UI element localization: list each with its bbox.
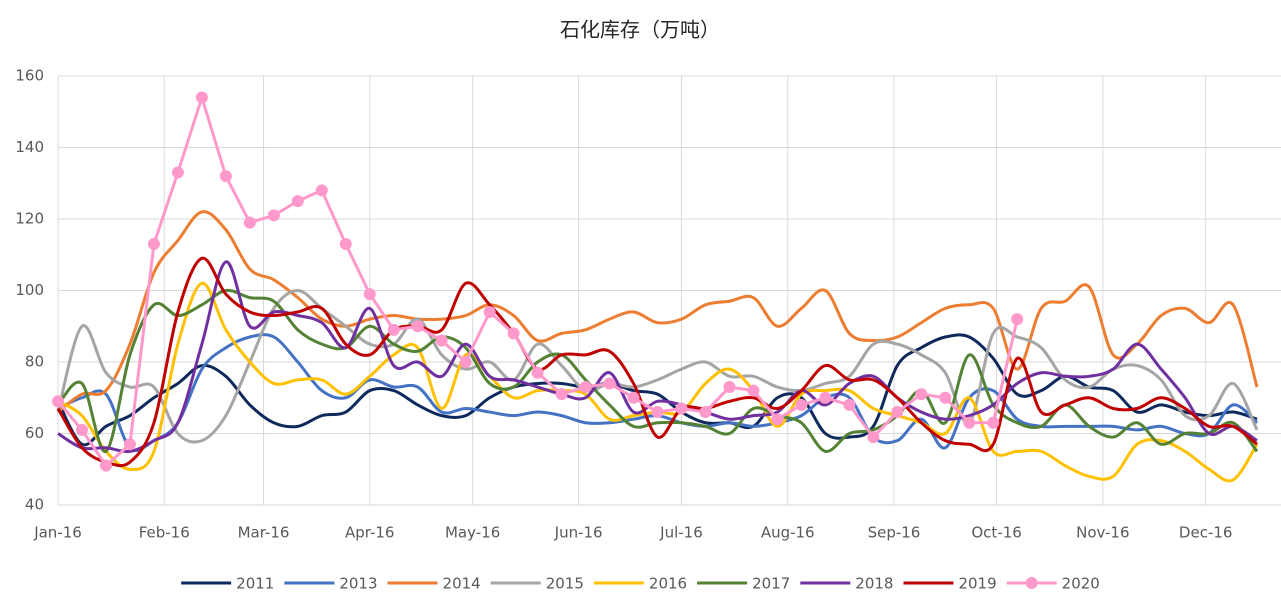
point-marker	[555, 388, 568, 401]
x-tick-label: Apr-16	[345, 524, 395, 542]
series-line	[56, 289, 1259, 444]
y-tick-label: 40	[25, 496, 44, 514]
series-line	[57, 260, 1258, 454]
point-marker	[891, 406, 904, 419]
point-marker	[123, 438, 136, 451]
point-marker	[243, 216, 256, 229]
point-marker	[651, 406, 664, 419]
legend-item: 2014	[387, 575, 481, 593]
legend-label: 2015	[546, 575, 584, 593]
point-marker	[819, 391, 832, 404]
point-marker	[507, 327, 520, 340]
y-tick-label: 80	[25, 353, 44, 371]
series-line	[57, 210, 1259, 414]
point-marker	[195, 91, 208, 104]
point-marker	[267, 209, 280, 222]
y-tick-label: 120	[15, 210, 44, 228]
point-marker	[987, 416, 1000, 429]
point-marker	[531, 366, 544, 379]
point-marker	[75, 423, 88, 436]
point-marker	[387, 323, 400, 336]
point-marker	[747, 384, 760, 397]
legend-item: 2013	[284, 575, 378, 593]
y-tick-label: 140	[15, 138, 44, 156]
point-marker	[867, 431, 880, 444]
point-marker	[843, 398, 856, 411]
point-marker	[603, 377, 616, 390]
x-tick-label: Jun-16	[554, 524, 603, 542]
x-tick-label: Feb-16	[139, 524, 190, 542]
legend-item: 2016	[593, 575, 687, 593]
x-tick-label: Sep-16	[868, 524, 921, 542]
series-line	[57, 281, 1259, 483]
legend-label: 2011	[236, 575, 274, 593]
legend-label: 2018	[855, 575, 893, 593]
legend-label: 2014	[443, 575, 481, 593]
legend-label: 2013	[339, 575, 377, 593]
y-tick-label: 100	[15, 281, 44, 299]
point-marker	[675, 402, 688, 415]
point-marker	[99, 459, 112, 472]
point-marker	[723, 381, 736, 394]
legend: 2011 2013 2014 2015 2016 2017 2018 2019 2020	[181, 575, 1100, 593]
legend-item: 2015	[490, 575, 584, 593]
chart-title: 石化库存（万吨）	[560, 18, 720, 42]
y-tick-label: 160	[15, 67, 44, 85]
series-line	[56, 333, 1258, 447]
point-marker	[219, 170, 232, 183]
point-marker	[771, 413, 784, 426]
x-tick-label: Dec-16	[1179, 524, 1233, 542]
point-marker	[52, 395, 64, 408]
legend-label: 2017	[752, 575, 790, 593]
point-marker	[171, 166, 184, 179]
x-tick-label: Jul-16	[659, 524, 703, 542]
x-tick-label: Mar-16	[238, 524, 290, 542]
x-tick-label: Oct-16	[971, 524, 1021, 542]
point-marker	[939, 391, 952, 404]
legend-label: 2020	[1062, 575, 1100, 593]
point-marker	[1011, 313, 1024, 326]
point-marker	[363, 288, 376, 301]
point-marker	[291, 195, 304, 208]
point-marker	[147, 238, 160, 251]
point-marker	[963, 416, 976, 429]
x-tick-label: May-16	[445, 524, 500, 542]
legend-item: 2019	[903, 575, 997, 593]
legend-label: 2016	[649, 575, 687, 593]
legend-item: 2018	[800, 575, 893, 593]
point-marker	[579, 381, 592, 394]
legend-label: 2019	[958, 575, 996, 593]
legend-item: 2011	[181, 575, 274, 593]
point-marker	[435, 334, 448, 347]
series-line	[56, 95, 1019, 468]
point-marker	[339, 238, 352, 251]
point-marker	[315, 184, 328, 197]
x-tick-label: Nov-16	[1076, 524, 1129, 542]
legend-item: 2020	[1006, 575, 1100, 593]
x-tick-label: Jan-16	[33, 524, 82, 542]
x-tick-label: Aug-16	[761, 524, 815, 542]
point-marker	[459, 356, 472, 368]
point-marker	[483, 305, 496, 318]
y-tick-label: 60	[25, 424, 44, 442]
point-marker	[411, 320, 424, 333]
legend-marker	[1025, 577, 1038, 589]
legend-item: 2017	[697, 575, 790, 593]
point-marker	[627, 391, 640, 404]
series-line	[56, 256, 1258, 468]
point-marker	[795, 398, 808, 411]
point-marker	[699, 406, 712, 419]
point-marker	[915, 388, 928, 401]
